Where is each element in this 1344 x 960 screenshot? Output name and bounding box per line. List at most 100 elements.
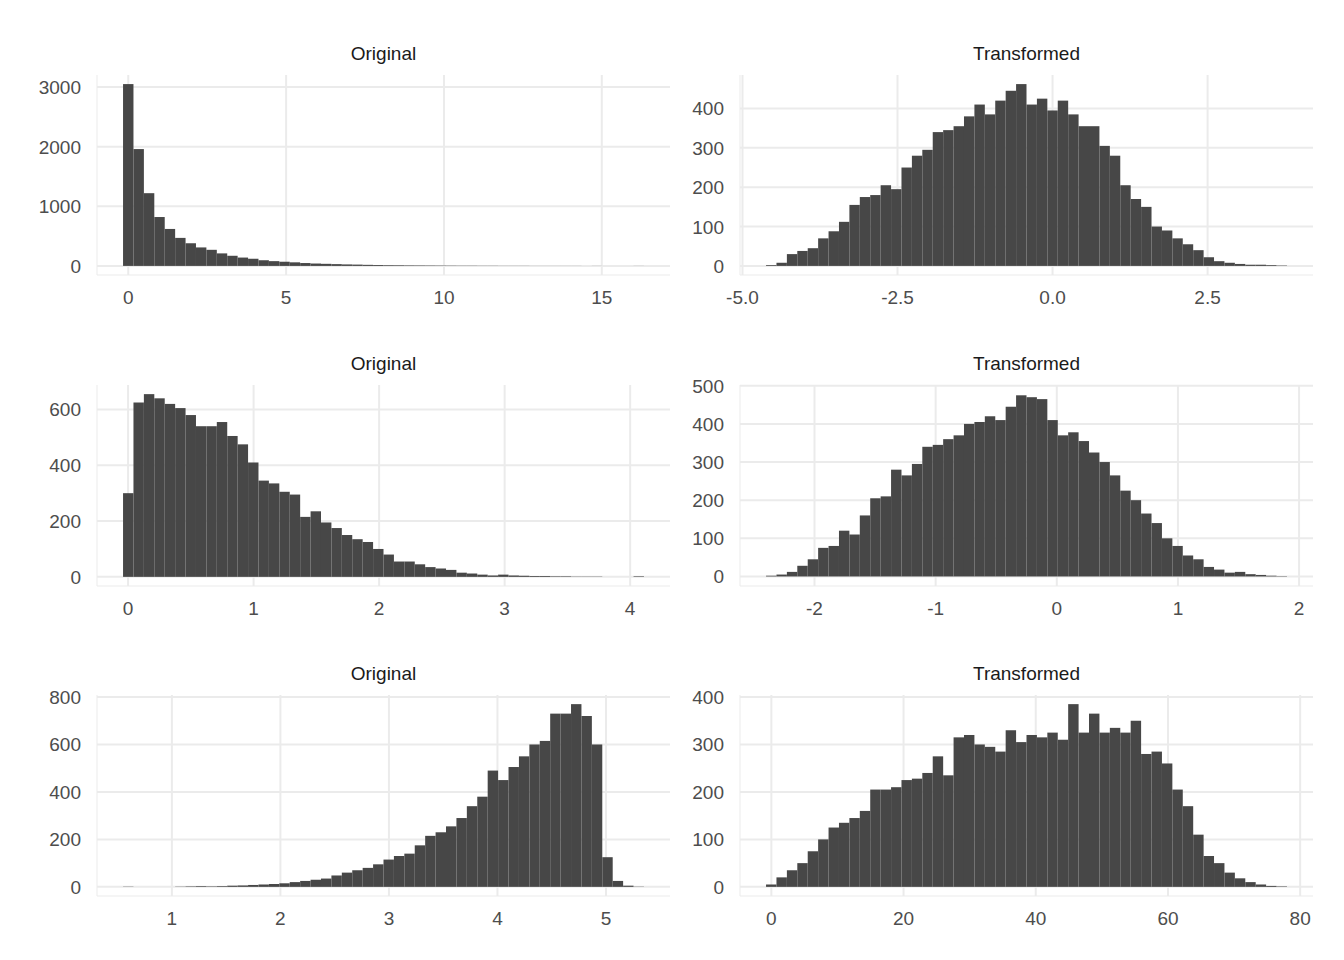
x-grid-line xyxy=(601,75,603,275)
histogram-bar xyxy=(985,747,995,887)
histogram-bar xyxy=(196,886,206,888)
histogram-bar xyxy=(561,265,571,266)
histogram-bar xyxy=(352,539,362,577)
histogram-bar xyxy=(1245,265,1255,266)
histogram-bar xyxy=(901,475,911,576)
histogram-bar xyxy=(634,576,644,578)
histogram-bar xyxy=(1224,873,1234,887)
histogram-bar xyxy=(123,886,133,887)
histogram-bar xyxy=(891,787,901,887)
histogram-bar xyxy=(1016,84,1026,266)
histogram-bar xyxy=(186,243,196,266)
histogram-bar xyxy=(1037,399,1047,576)
histogram-bar xyxy=(829,546,839,577)
histogram-bar xyxy=(1079,733,1089,887)
histogram-bar xyxy=(849,535,859,577)
histogram-bar xyxy=(425,567,435,577)
histogram-bar xyxy=(860,515,870,576)
histogram-bar xyxy=(1172,238,1182,266)
histogram-bar xyxy=(509,575,519,576)
histogram-bar xyxy=(206,426,216,577)
histogram-bar xyxy=(404,854,414,887)
x-grid-line xyxy=(285,75,287,275)
histogram-bar xyxy=(602,265,612,266)
histogram-bar xyxy=(248,259,258,266)
y-axis-line xyxy=(740,385,741,586)
y-axis-line xyxy=(97,695,98,896)
histogram-bar xyxy=(1089,126,1099,266)
y-axis-line xyxy=(740,75,741,275)
x-grid-line xyxy=(741,75,743,275)
histogram-bar xyxy=(217,886,227,888)
histogram-bar xyxy=(1047,420,1057,576)
histogram-bar xyxy=(238,258,248,266)
histogram-bar xyxy=(342,264,352,265)
histogram-bar xyxy=(186,415,196,577)
histogram-bar xyxy=(331,875,341,886)
histogram-bar xyxy=(1193,559,1203,576)
histogram-bar xyxy=(1068,114,1078,266)
histogram-bar xyxy=(1120,491,1130,577)
histogram-bar xyxy=(290,882,300,887)
histogram-bar xyxy=(623,265,633,266)
histogram-bar xyxy=(901,168,911,266)
histogram-bar xyxy=(776,263,786,266)
histogram-bar xyxy=(363,265,373,266)
x-tick-label: 60 xyxy=(1157,908,1178,929)
figure: Original0510150100020003000Transformed-5… xyxy=(0,0,1344,960)
histogram-bar xyxy=(623,576,633,577)
x-tick-label: -2.5 xyxy=(881,287,914,308)
histogram-bar xyxy=(592,265,602,266)
histogram-bar xyxy=(488,265,498,266)
panel-title: Original xyxy=(351,663,416,684)
histogram-bar xyxy=(995,752,1005,887)
histogram-bar xyxy=(891,470,901,577)
histogram-bar xyxy=(797,251,807,266)
x-tick-label: 4 xyxy=(625,598,636,619)
histogram-bar xyxy=(881,185,891,266)
histogram-bar xyxy=(165,229,175,266)
histogram-bar xyxy=(498,265,508,266)
histogram-bar xyxy=(922,150,932,266)
histogram-bar xyxy=(829,828,839,887)
histogram-bar xyxy=(550,576,560,578)
histogram-bar xyxy=(1266,575,1276,577)
histogram-bar xyxy=(933,132,943,266)
y-grid-line xyxy=(97,86,670,88)
histogram-bar xyxy=(1016,742,1026,887)
x-grid-line xyxy=(1207,75,1209,275)
histogram-bar xyxy=(912,464,922,577)
x-axis-line xyxy=(740,586,1313,587)
histogram-bar xyxy=(1006,91,1016,266)
x-grid-line xyxy=(629,385,631,586)
histogram-bar xyxy=(943,130,953,266)
y-tick-label: 100 xyxy=(692,217,724,238)
x-tick-label: 1 xyxy=(1173,598,1184,619)
bars xyxy=(123,84,644,266)
x-axis-line xyxy=(97,586,670,587)
histogram-bar xyxy=(384,860,394,887)
x-grid-line xyxy=(814,385,816,586)
background xyxy=(0,0,1344,960)
y-grid-line xyxy=(97,205,670,207)
histogram-bar xyxy=(1152,523,1162,576)
histogram-bar xyxy=(1120,733,1130,887)
x-tick-label: 2.5 xyxy=(1194,287,1220,308)
y-tick-label: 1000 xyxy=(39,196,81,217)
histogram-bar xyxy=(248,462,258,576)
panel: Transformed-5.0-2.50.02.50100200300400 xyxy=(692,43,1313,308)
histogram-bar xyxy=(1006,407,1016,577)
y-tick-label: 400 xyxy=(692,414,724,435)
histogram-bar xyxy=(954,737,964,887)
histogram-bar xyxy=(175,886,185,887)
histogram-bar xyxy=(922,447,932,577)
histogram-bar xyxy=(1224,573,1234,577)
histogram-bar xyxy=(1172,546,1182,577)
histogram-bar xyxy=(602,857,612,887)
y-tick-label: 300 xyxy=(692,452,724,473)
histogram-bar xyxy=(891,189,901,266)
histogram-bar xyxy=(342,873,352,887)
histogram-bar xyxy=(300,517,310,577)
histogram-bar xyxy=(373,864,383,887)
y-tick-label: 300 xyxy=(692,138,724,159)
